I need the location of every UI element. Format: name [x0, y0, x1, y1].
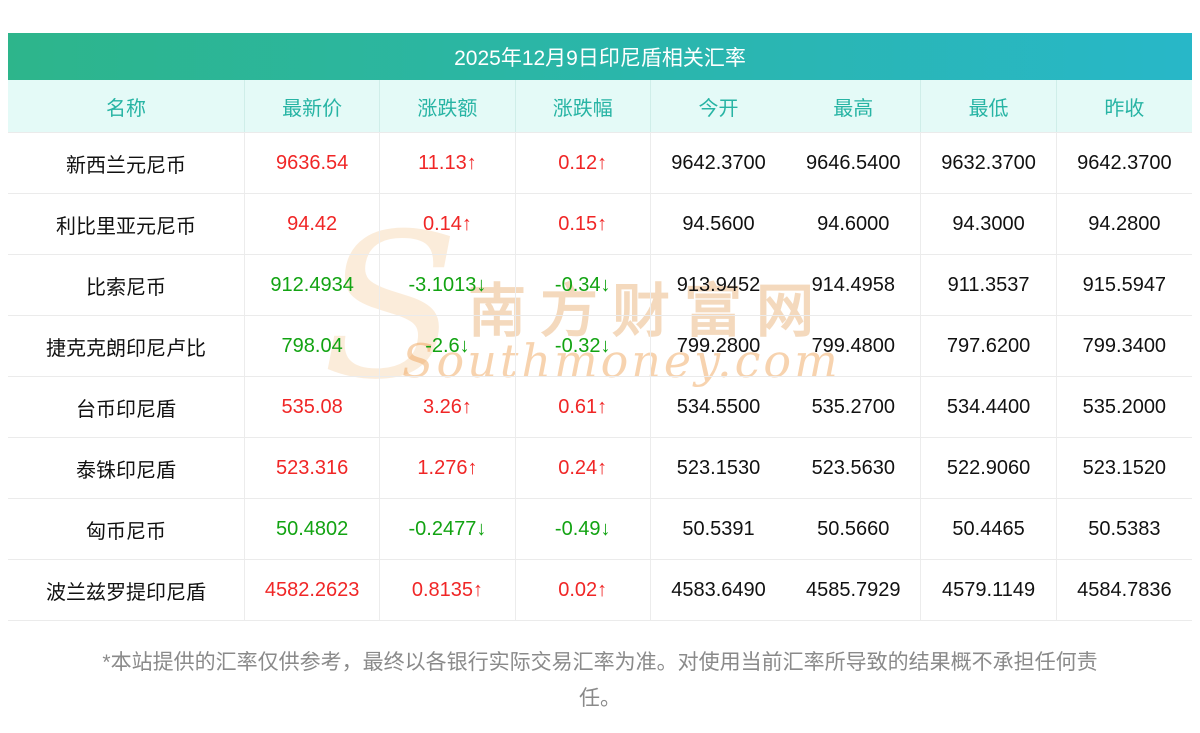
open-price: 4583.6490 [671, 578, 766, 601]
table-row: 捷克克朗印尼卢比 798.04 -2.6↓ -0.32↓ 799.2800 79… [8, 316, 1192, 377]
low-price: 50.4465 [921, 499, 1057, 559]
currency-name: 泰铢印尼盾 [8, 438, 245, 498]
change-percent: 0.02↑ [516, 560, 651, 620]
currency-name: 新西兰元尼币 [8, 133, 245, 193]
disclaimer-line-1: *本站提供的汇率仅供参考，最终以各银行实际交易汇率为准。对使用当前汇率所导致的结… [102, 651, 1098, 674]
open-price: 534.5500 [676, 395, 761, 418]
open-price: 9642.3700 [671, 151, 766, 174]
disclaimer-line-2: 任。 [579, 687, 621, 710]
low-price: 4579.1149 [921, 560, 1057, 620]
change-amount: 0.8135↑ [380, 560, 516, 620]
low-price: 534.4400 [921, 377, 1057, 437]
change-percent: -0.49↓ [516, 499, 651, 559]
prev-close-price: 535.2000 [1082, 395, 1167, 418]
change-percent: 0.12↑ [516, 133, 651, 193]
high-price: 4585.7929 [786, 560, 922, 620]
high-price: 914.4958 [786, 255, 922, 315]
change-amount: -3.1013↓ [380, 255, 516, 315]
change-percent: 0.61↑ [516, 377, 651, 437]
latest-price: 4582.2623 [245, 560, 381, 620]
prev-close-price: 94.2800 [1088, 212, 1161, 235]
prev-close-price: 9642.3700 [1077, 151, 1172, 174]
currency-name: 波兰兹罗提印尼盾 [8, 560, 245, 620]
table-row: 台币印尼盾 535.08 3.26↑ 0.61↑ 534.5500 535.27… [8, 377, 1192, 438]
col-header-name: 名称 [8, 80, 245, 132]
table-row: 利比里亚元尼币 94.42 0.14↑ 0.15↑ 94.5600 94.600… [8, 194, 1192, 255]
table-row: 波兰兹罗提印尼盾 4582.2623 0.8135↑ 0.02↑ 4583.64… [8, 560, 1192, 621]
prev-close-price: 799.3400 [1082, 334, 1167, 357]
col-header-high: 最高 [786, 80, 922, 132]
change-amount: 3.26↑ [380, 377, 516, 437]
table-header-row: 名称 最新价 涨跌额 涨跌幅 今开 最高 最低 昨收 [8, 80, 1192, 133]
col-header-prev-close: 昨收 [1104, 97, 1145, 120]
latest-price: 535.08 [245, 377, 381, 437]
open-price: 50.5391 [682, 517, 755, 540]
col-header-change-percent: 涨跌幅 [516, 80, 651, 132]
open-price: 913.9452 [676, 273, 761, 296]
latest-price: 912.4934 [245, 255, 381, 315]
change-percent: -0.34↓ [516, 255, 651, 315]
low-price: 797.6200 [921, 316, 1057, 376]
prev-close-price: 915.5947 [1082, 273, 1167, 296]
change-amount: 1.276↑ [380, 438, 516, 498]
low-price: 911.3537 [921, 255, 1057, 315]
high-price: 535.2700 [786, 377, 922, 437]
col-header-latest-price: 最新价 [245, 80, 381, 132]
prev-close-price: 523.1520 [1082, 456, 1167, 479]
low-price: 94.3000 [921, 194, 1057, 254]
col-header-change-amount: 涨跌额 [380, 80, 516, 132]
change-amount: -0.2477↓ [380, 499, 516, 559]
low-price: 9632.3700 [921, 133, 1057, 193]
disclaimer-text: *本站提供的汇率仅供参考，最终以各银行实际交易汇率为准。对使用当前汇率所导致的结… [8, 645, 1192, 717]
prev-close-price: 50.5383 [1088, 517, 1161, 540]
open-price: 799.2800 [676, 334, 761, 357]
col-header-low: 最低 [921, 80, 1057, 132]
table-row: 匈币尼币 50.4802 -0.2477↓ -0.49↓ 50.5391 50.… [8, 499, 1192, 560]
high-price: 94.6000 [786, 194, 922, 254]
change-percent: 0.24↑ [516, 438, 651, 498]
low-price: 522.9060 [921, 438, 1057, 498]
latest-price: 9636.54 [245, 133, 381, 193]
currency-name: 台币印尼盾 [8, 377, 245, 437]
latest-price: 523.316 [245, 438, 381, 498]
prev-close-price: 4584.7836 [1077, 578, 1172, 601]
change-amount: 11.13↑ [380, 133, 516, 193]
change-percent: 0.15↑ [516, 194, 651, 254]
latest-price: 50.4802 [245, 499, 381, 559]
high-price: 9646.5400 [786, 133, 922, 193]
open-price: 523.1530 [676, 456, 761, 479]
change-percent: -0.32↓ [516, 316, 651, 376]
table-body: 新西兰元尼币 9636.54 11.13↑ 0.12↑ 9642.3700 96… [8, 133, 1192, 621]
change-amount: 0.14↑ [380, 194, 516, 254]
rate-table-page: 2025年12月9日印尼盾相关汇率 名称 最新价 涨跌额 涨跌幅 今开 最高 最… [8, 33, 1192, 717]
currency-name: 比索尼币 [8, 255, 245, 315]
latest-price: 798.04 [245, 316, 381, 376]
high-price: 799.4800 [786, 316, 922, 376]
high-price: 50.5660 [786, 499, 922, 559]
open-price: 94.5600 [682, 212, 755, 235]
currency-name: 捷克克朗印尼卢比 [8, 316, 245, 376]
currency-name: 利比里亚元尼币 [8, 194, 245, 254]
high-price: 523.5630 [786, 438, 922, 498]
table-row: 泰铢印尼盾 523.316 1.276↑ 0.24↑ 523.1530 523.… [8, 438, 1192, 499]
change-amount: -2.6↓ [380, 316, 516, 376]
col-header-open: 今开 [698, 97, 739, 120]
table-row: 比索尼币 912.4934 -3.1013↓ -0.34↓ 913.9452 9… [8, 255, 1192, 316]
page-title: 2025年12月9日印尼盾相关汇率 [8, 33, 1192, 80]
table-row: 新西兰元尼币 9636.54 11.13↑ 0.12↑ 9642.3700 96… [8, 133, 1192, 194]
currency-name: 匈币尼币 [8, 499, 245, 559]
latest-price: 94.42 [245, 194, 381, 254]
